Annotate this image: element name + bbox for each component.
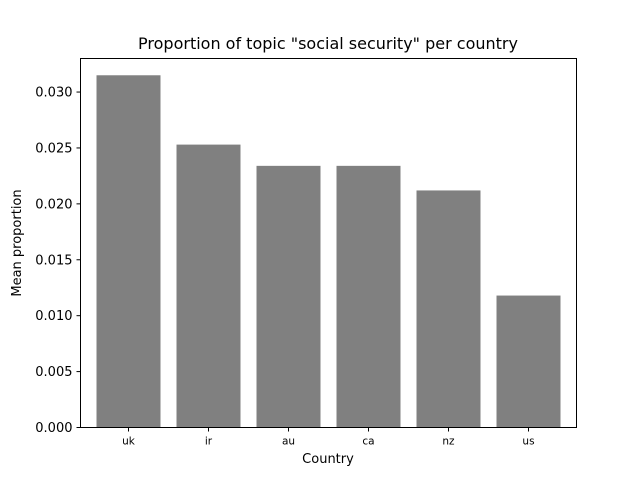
y-axis-label: Mean proportion bbox=[10, 189, 25, 296]
bar-ca bbox=[336, 165, 401, 428]
x-tick-label-nz: nz bbox=[442, 436, 455, 448]
x-tick-label-uk: uk bbox=[122, 436, 136, 448]
bar-ir bbox=[176, 144, 241, 428]
y-tick-label-6: 0.030 bbox=[35, 86, 72, 101]
bar-au bbox=[256, 165, 321, 428]
y-tick-label-4: 0.020 bbox=[35, 197, 72, 212]
chart-title: Proportion of topic "social security" pe… bbox=[138, 34, 518, 53]
y-tick-label-1: 0.005 bbox=[35, 365, 72, 380]
y-tick-label-3: 0.015 bbox=[35, 253, 72, 268]
x-tick-label-ca: ca bbox=[362, 436, 374, 448]
y-tick-label-0: 0.000 bbox=[35, 421, 72, 436]
y-tick-label-2: 0.010 bbox=[35, 309, 72, 324]
x-tick-label-us: us bbox=[522, 436, 534, 448]
bar-uk bbox=[96, 75, 161, 428]
y-tick-label-5: 0.025 bbox=[35, 141, 72, 156]
plot-frame bbox=[80, 58, 577, 428]
y-axis: 0.000 0.005 0.010 0.015 0.020 0.025 0.030 bbox=[35, 86, 81, 436]
x-tick-label-ir: ir bbox=[205, 436, 213, 448]
bar-nz bbox=[416, 190, 481, 428]
bar-us bbox=[496, 295, 561, 428]
bars-group bbox=[96, 75, 561, 428]
x-tick-label-au: au bbox=[282, 436, 295, 448]
x-axis-label: Country bbox=[302, 452, 354, 467]
x-axis: uk ir au ca nz us bbox=[122, 427, 535, 448]
